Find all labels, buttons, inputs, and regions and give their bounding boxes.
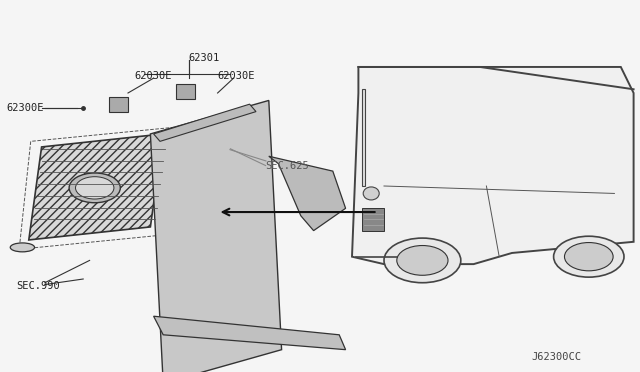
Circle shape	[397, 246, 448, 275]
Text: 62301: 62301	[189, 53, 220, 62]
Ellipse shape	[10, 243, 35, 252]
Text: 62030E: 62030E	[218, 71, 255, 81]
Polygon shape	[269, 156, 346, 231]
Text: 62030E: 62030E	[134, 71, 172, 81]
Ellipse shape	[364, 187, 380, 200]
Polygon shape	[29, 134, 163, 240]
Polygon shape	[154, 316, 346, 350]
Polygon shape	[362, 208, 384, 231]
Text: SEC.990: SEC.990	[16, 282, 60, 291]
Text: SEC.625: SEC.625	[266, 161, 309, 170]
Text: 62300E: 62300E	[6, 103, 44, 113]
Polygon shape	[362, 89, 365, 186]
Bar	[176, 84, 195, 99]
Text: J62300CC: J62300CC	[531, 352, 581, 362]
Circle shape	[564, 243, 613, 271]
Circle shape	[69, 173, 120, 203]
Circle shape	[554, 236, 624, 277]
Circle shape	[76, 177, 114, 199]
Polygon shape	[352, 67, 634, 264]
Circle shape	[384, 238, 461, 283]
Bar	[109, 97, 128, 112]
Polygon shape	[154, 104, 256, 141]
Polygon shape	[150, 100, 282, 372]
